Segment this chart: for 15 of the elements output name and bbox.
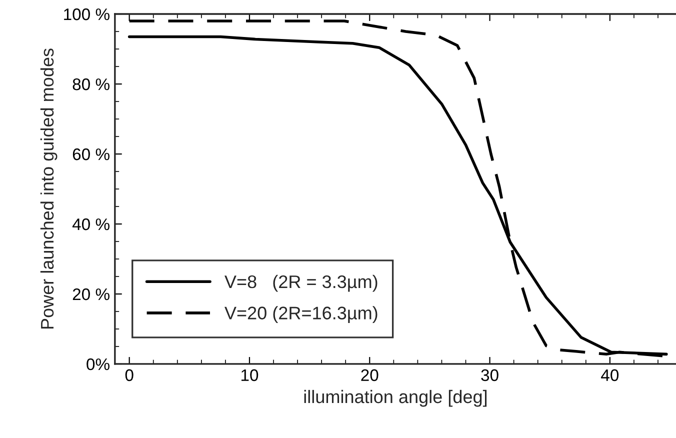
legend-label: V=20 (2R=16.3µm) (224, 306, 378, 324)
x-tick-label: 30 (481, 369, 498, 382)
x-tick-label: 20 (361, 369, 378, 382)
y-tick-label: 100 % (64, 8, 110, 20)
x-tick-label: 0 (125, 369, 134, 382)
x-tick-label: 40 (601, 369, 619, 382)
x-axis-title: illumination angle [deg] (304, 390, 487, 407)
legend-label: V=8 (2R = 3.3µm) (224, 274, 378, 292)
y-tick-label: 20 % (72, 288, 110, 300)
y-tick-label: 0% (86, 358, 110, 370)
y-tick-label: 40 % (72, 218, 110, 230)
x-tick-label: 10 (241, 369, 258, 382)
y-tick-label: 80 % (72, 78, 110, 90)
y-tick-label: 60 % (72, 148, 110, 160)
y-axis-title: Power launched into guided modes (40, 48, 58, 329)
